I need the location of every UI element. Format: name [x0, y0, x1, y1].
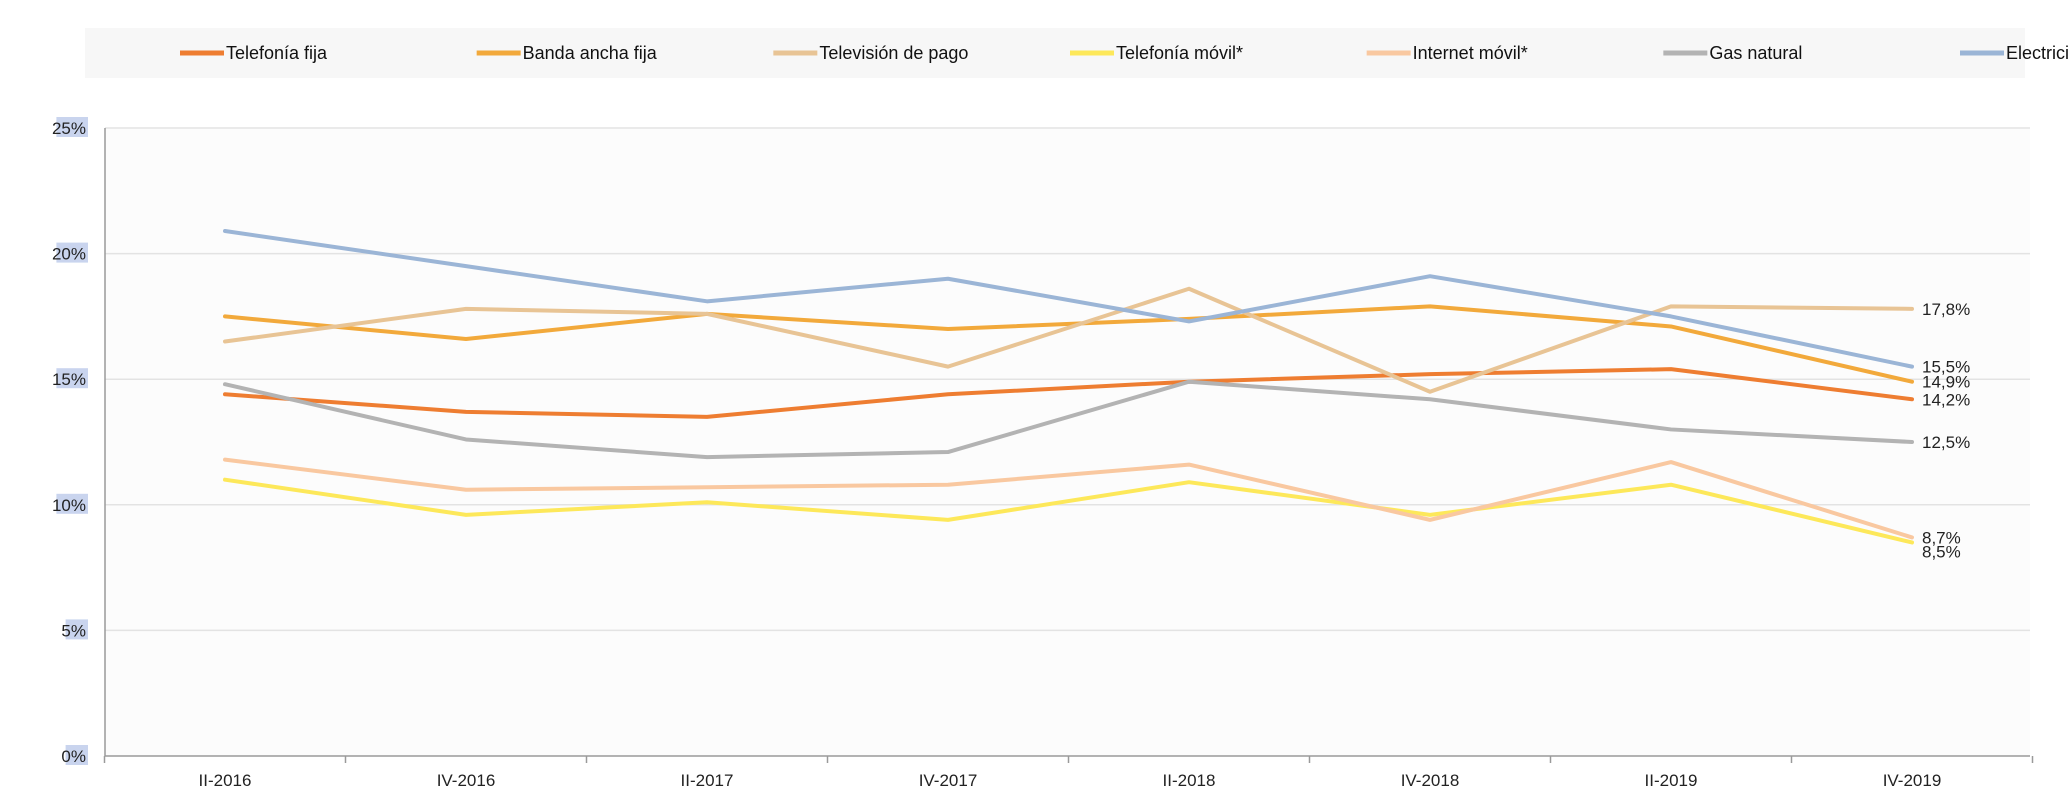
plot-background — [105, 128, 2030, 756]
series-lines — [223, 228, 1914, 545]
series-line — [223, 379, 1914, 460]
y-tick-label: 20% — [52, 245, 86, 264]
y-axis-ticks: 0% 5% 10% 15% 20% 25% — [52, 117, 88, 766]
legend-label: Telefonía fija — [226, 43, 328, 63]
legend-label: Televisión de pago — [819, 43, 968, 63]
legend-label: Electricidad — [2006, 43, 2068, 63]
legend-label: Gas natural — [1709, 43, 1802, 63]
legend-label: Internet móvil* — [1413, 43, 1528, 63]
x-tick-label: II-2016 — [199, 771, 252, 790]
y-tick-label-bg — [56, 368, 88, 389]
x-axis-ticks: II-2016 IV-2016 II-2017 IV-2017 II-2018 IV-20… — [103, 756, 2034, 790]
series-line — [223, 304, 1914, 384]
end-label: 15,5% — [1922, 358, 1970, 377]
end-label: 17,8% — [1922, 300, 1970, 319]
x-tick-label: IV-2017 — [919, 771, 978, 790]
end-labels: 17,8% 15,5%14,9%14,2% 12,5% 8,7%8,5% — [1922, 300, 1970, 562]
legend-label: Banda ancha fija — [523, 43, 658, 63]
y-tick-label-bg — [65, 745, 88, 765]
y-tick-label: 5% — [61, 621, 86, 640]
y-tick-label: 25% — [52, 119, 86, 138]
legend-label: Telefonía móvil* — [1116, 43, 1243, 63]
series-line — [223, 477, 1914, 545]
x-tick-label: IV-2019 — [1883, 771, 1942, 790]
legend: Telefonía fija Banda ancha fija Televisión… — [180, 43, 2068, 63]
x-tick-label: IV-2016 — [437, 771, 496, 790]
y-tick-label-bg — [56, 493, 88, 514]
y-tick-label: 15% — [52, 370, 86, 389]
end-label: 8,7% — [1922, 528, 1961, 547]
x-tick-label: IV-2018 — [1401, 771, 1460, 790]
series-line — [223, 286, 1914, 394]
x-tick-label: II-2019 — [1645, 771, 1698, 790]
series-line — [223, 457, 1914, 540]
y-tick-label-bg — [65, 619, 88, 640]
y-tick-label-bg — [56, 117, 88, 137]
end-label: 12,5% — [1922, 433, 1970, 452]
x-tick-label: II-2017 — [681, 771, 734, 790]
series-line — [223, 367, 1914, 419]
y-tick-label: 10% — [52, 496, 86, 515]
y-tick-label: 0% — [61, 747, 86, 766]
axes — [104, 128, 2030, 757]
y-tick-label-bg — [56, 242, 88, 263]
series-line — [223, 228, 1914, 369]
x-tick-label: II-2018 — [1163, 771, 1216, 790]
end-label: 8,5% — [1922, 542, 1961, 561]
end-label: 14,9% — [1922, 373, 1970, 392]
gridlines — [105, 127, 2030, 632]
end-label: 14,2% — [1922, 390, 1970, 409]
